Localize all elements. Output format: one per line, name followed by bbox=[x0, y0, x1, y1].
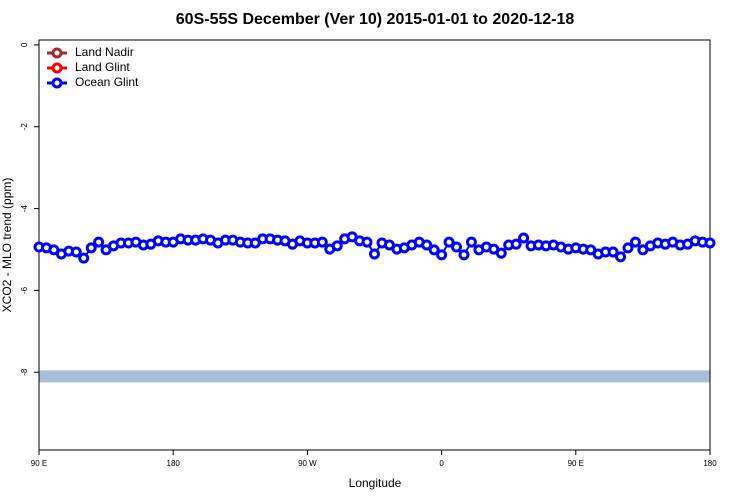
data-point bbox=[510, 238, 522, 250]
y-tick-label: -8 bbox=[20, 368, 29, 376]
legend-marker bbox=[51, 62, 63, 74]
y-tick-label: -6 bbox=[20, 286, 29, 294]
x-tick-label: 90 E bbox=[568, 459, 584, 468]
x-tick-label: 180 bbox=[703, 459, 717, 468]
legend-marker bbox=[51, 47, 63, 59]
data-point bbox=[78, 252, 90, 264]
data-point bbox=[316, 236, 328, 248]
y-tick-label: -2 bbox=[20, 123, 29, 131]
legend-label: Land Glint bbox=[75, 60, 130, 74]
data-point bbox=[458, 249, 470, 261]
data-point bbox=[622, 242, 634, 254]
data-point bbox=[615, 251, 627, 263]
x-tick-label: 90 W bbox=[298, 459, 317, 468]
legend-label: Ocean Glint bbox=[75, 75, 139, 89]
y-tick-label: -4 bbox=[20, 204, 29, 212]
data-point bbox=[607, 246, 619, 258]
x-tick-label: 90 E bbox=[31, 459, 47, 468]
data-point bbox=[436, 249, 448, 261]
x-axis-label: Longitude bbox=[349, 476, 402, 490]
data-point bbox=[518, 232, 530, 244]
y-axis-label: XCO2 - MLO trend (ppm) bbox=[0, 178, 14, 313]
data-point bbox=[369, 248, 380, 260]
legend-label: Land Nadir bbox=[75, 45, 134, 59]
data-point bbox=[451, 241, 463, 253]
data-point bbox=[70, 246, 82, 258]
y-tick-label: 0 bbox=[20, 42, 29, 47]
data-point bbox=[421, 239, 433, 251]
chart-title: 60S-55S December (Ver 10) 2015-01-01 to … bbox=[176, 11, 575, 28]
data-point bbox=[495, 247, 507, 259]
legend-marker bbox=[51, 77, 63, 89]
data-point bbox=[704, 237, 716, 249]
data-point bbox=[629, 236, 641, 248]
data-point bbox=[465, 236, 477, 248]
data-point bbox=[93, 236, 105, 248]
data-point bbox=[428, 244, 440, 256]
x-tick-label: 180 bbox=[167, 459, 181, 468]
x-tick-label: 0 bbox=[439, 459, 444, 468]
data-point bbox=[331, 240, 343, 252]
data-point bbox=[85, 242, 97, 254]
data-point bbox=[361, 236, 373, 248]
data-point bbox=[443, 236, 455, 248]
